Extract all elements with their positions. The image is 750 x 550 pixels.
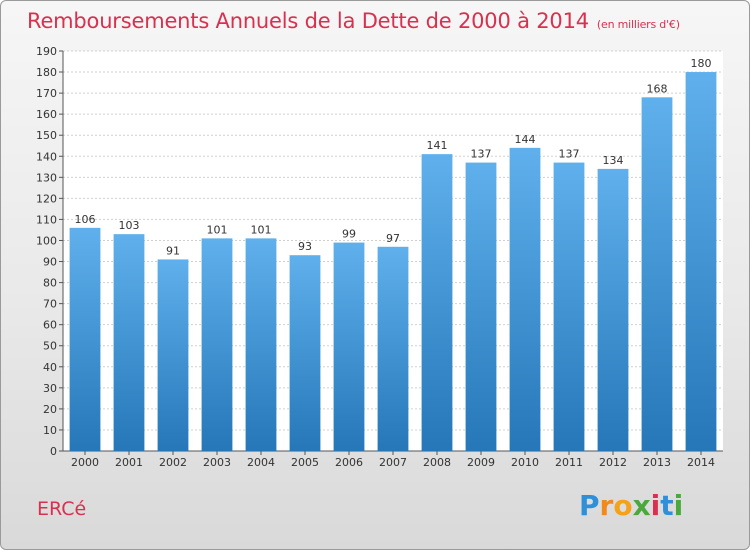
y-tick-label: 40 — [43, 361, 57, 374]
bar — [333, 242, 365, 451]
commune-name: ERCé — [37, 498, 87, 520]
bar — [421, 154, 453, 451]
x-tick-label: 2005 — [291, 456, 319, 469]
y-tick-label: 80 — [43, 277, 57, 290]
bar-value-label: 97 — [386, 232, 400, 245]
y-tick-label: 160 — [36, 108, 57, 121]
proxiti-logo: Proxiti — [579, 489, 683, 522]
bar — [377, 246, 409, 451]
y-tick-label: 0 — [50, 445, 57, 458]
x-tick-label: 2012 — [599, 456, 627, 469]
bar — [465, 162, 497, 451]
y-tick-label: 20 — [43, 403, 57, 416]
x-tick-label: 2009 — [467, 456, 495, 469]
bar-value-label: 141 — [427, 139, 448, 152]
x-tick-label: 2008 — [423, 456, 451, 469]
x-tick-label: 2000 — [71, 456, 99, 469]
bar-value-label: 99 — [342, 228, 356, 241]
bar — [641, 97, 673, 451]
bar — [69, 227, 101, 451]
x-tick-label: 2002 — [159, 456, 187, 469]
logo-letter: r — [599, 489, 614, 522]
y-tick-label: 30 — [43, 382, 57, 395]
chart-subtitle: (en milliers d'€) — [596, 18, 680, 31]
bar-value-label: 144 — [515, 133, 536, 146]
bar — [245, 238, 277, 451]
x-tick-label: 2013 — [643, 456, 671, 469]
x-tick-label: 2014 — [687, 456, 715, 469]
bar-value-label: 93 — [298, 240, 312, 253]
y-tick-label: 90 — [43, 256, 57, 269]
y-tick-label: 60 — [43, 319, 57, 332]
logo-letter: x — [632, 489, 651, 522]
bar-value-label: 103 — [119, 219, 140, 232]
y-tick-label: 180 — [36, 66, 57, 79]
bar-value-label: 137 — [559, 148, 580, 161]
bar — [509, 147, 541, 451]
x-tick-label: 2001 — [115, 456, 143, 469]
x-tick-label: 2003 — [203, 456, 231, 469]
y-tick-label: 10 — [43, 424, 57, 437]
y-tick-label: 190 — [36, 45, 57, 58]
bar-value-label: 180 — [691, 57, 712, 70]
y-tick-label: 120 — [36, 192, 57, 205]
x-tick-label: 2011 — [555, 456, 583, 469]
logo-letter: i — [650, 489, 661, 522]
y-tick-label: 170 — [36, 87, 57, 100]
bar-value-label: 101 — [251, 223, 272, 236]
bar-value-label: 134 — [603, 154, 624, 167]
chart-title: Remboursements Annuels de la Dette de 20… — [27, 9, 680, 33]
bar — [685, 72, 717, 451]
bar — [157, 259, 189, 451]
y-tick-label: 130 — [36, 171, 57, 184]
y-tick-label: 50 — [43, 340, 57, 353]
logo-letter: P — [579, 489, 600, 522]
chart-title-text: Remboursements Annuels de la Dette de 20… — [27, 9, 589, 33]
y-tick-label: 70 — [43, 298, 57, 311]
bar — [553, 162, 585, 451]
y-tick-label: 110 — [36, 213, 57, 226]
bar — [113, 234, 145, 451]
x-tick-label: 2004 — [247, 456, 275, 469]
bar-value-label: 91 — [166, 244, 180, 257]
x-tick-label: 2007 — [379, 456, 407, 469]
x-tick-label: 2006 — [335, 456, 363, 469]
logo-letter: t — [660, 489, 674, 522]
bar-value-label: 106 — [75, 213, 96, 226]
x-tick-label: 2010 — [511, 456, 539, 469]
y-tick-label: 150 — [36, 129, 57, 142]
y-tick-label: 100 — [36, 234, 57, 247]
bar — [597, 168, 629, 452]
bar-value-label: 168 — [647, 82, 668, 95]
bar — [289, 255, 321, 451]
logo-letter: i — [673, 489, 684, 522]
bar — [201, 238, 233, 451]
bar-value-label: 137 — [471, 148, 492, 161]
bar-value-label: 101 — [207, 223, 228, 236]
logo-letter: o — [613, 489, 633, 522]
y-tick-label: 140 — [36, 150, 57, 163]
